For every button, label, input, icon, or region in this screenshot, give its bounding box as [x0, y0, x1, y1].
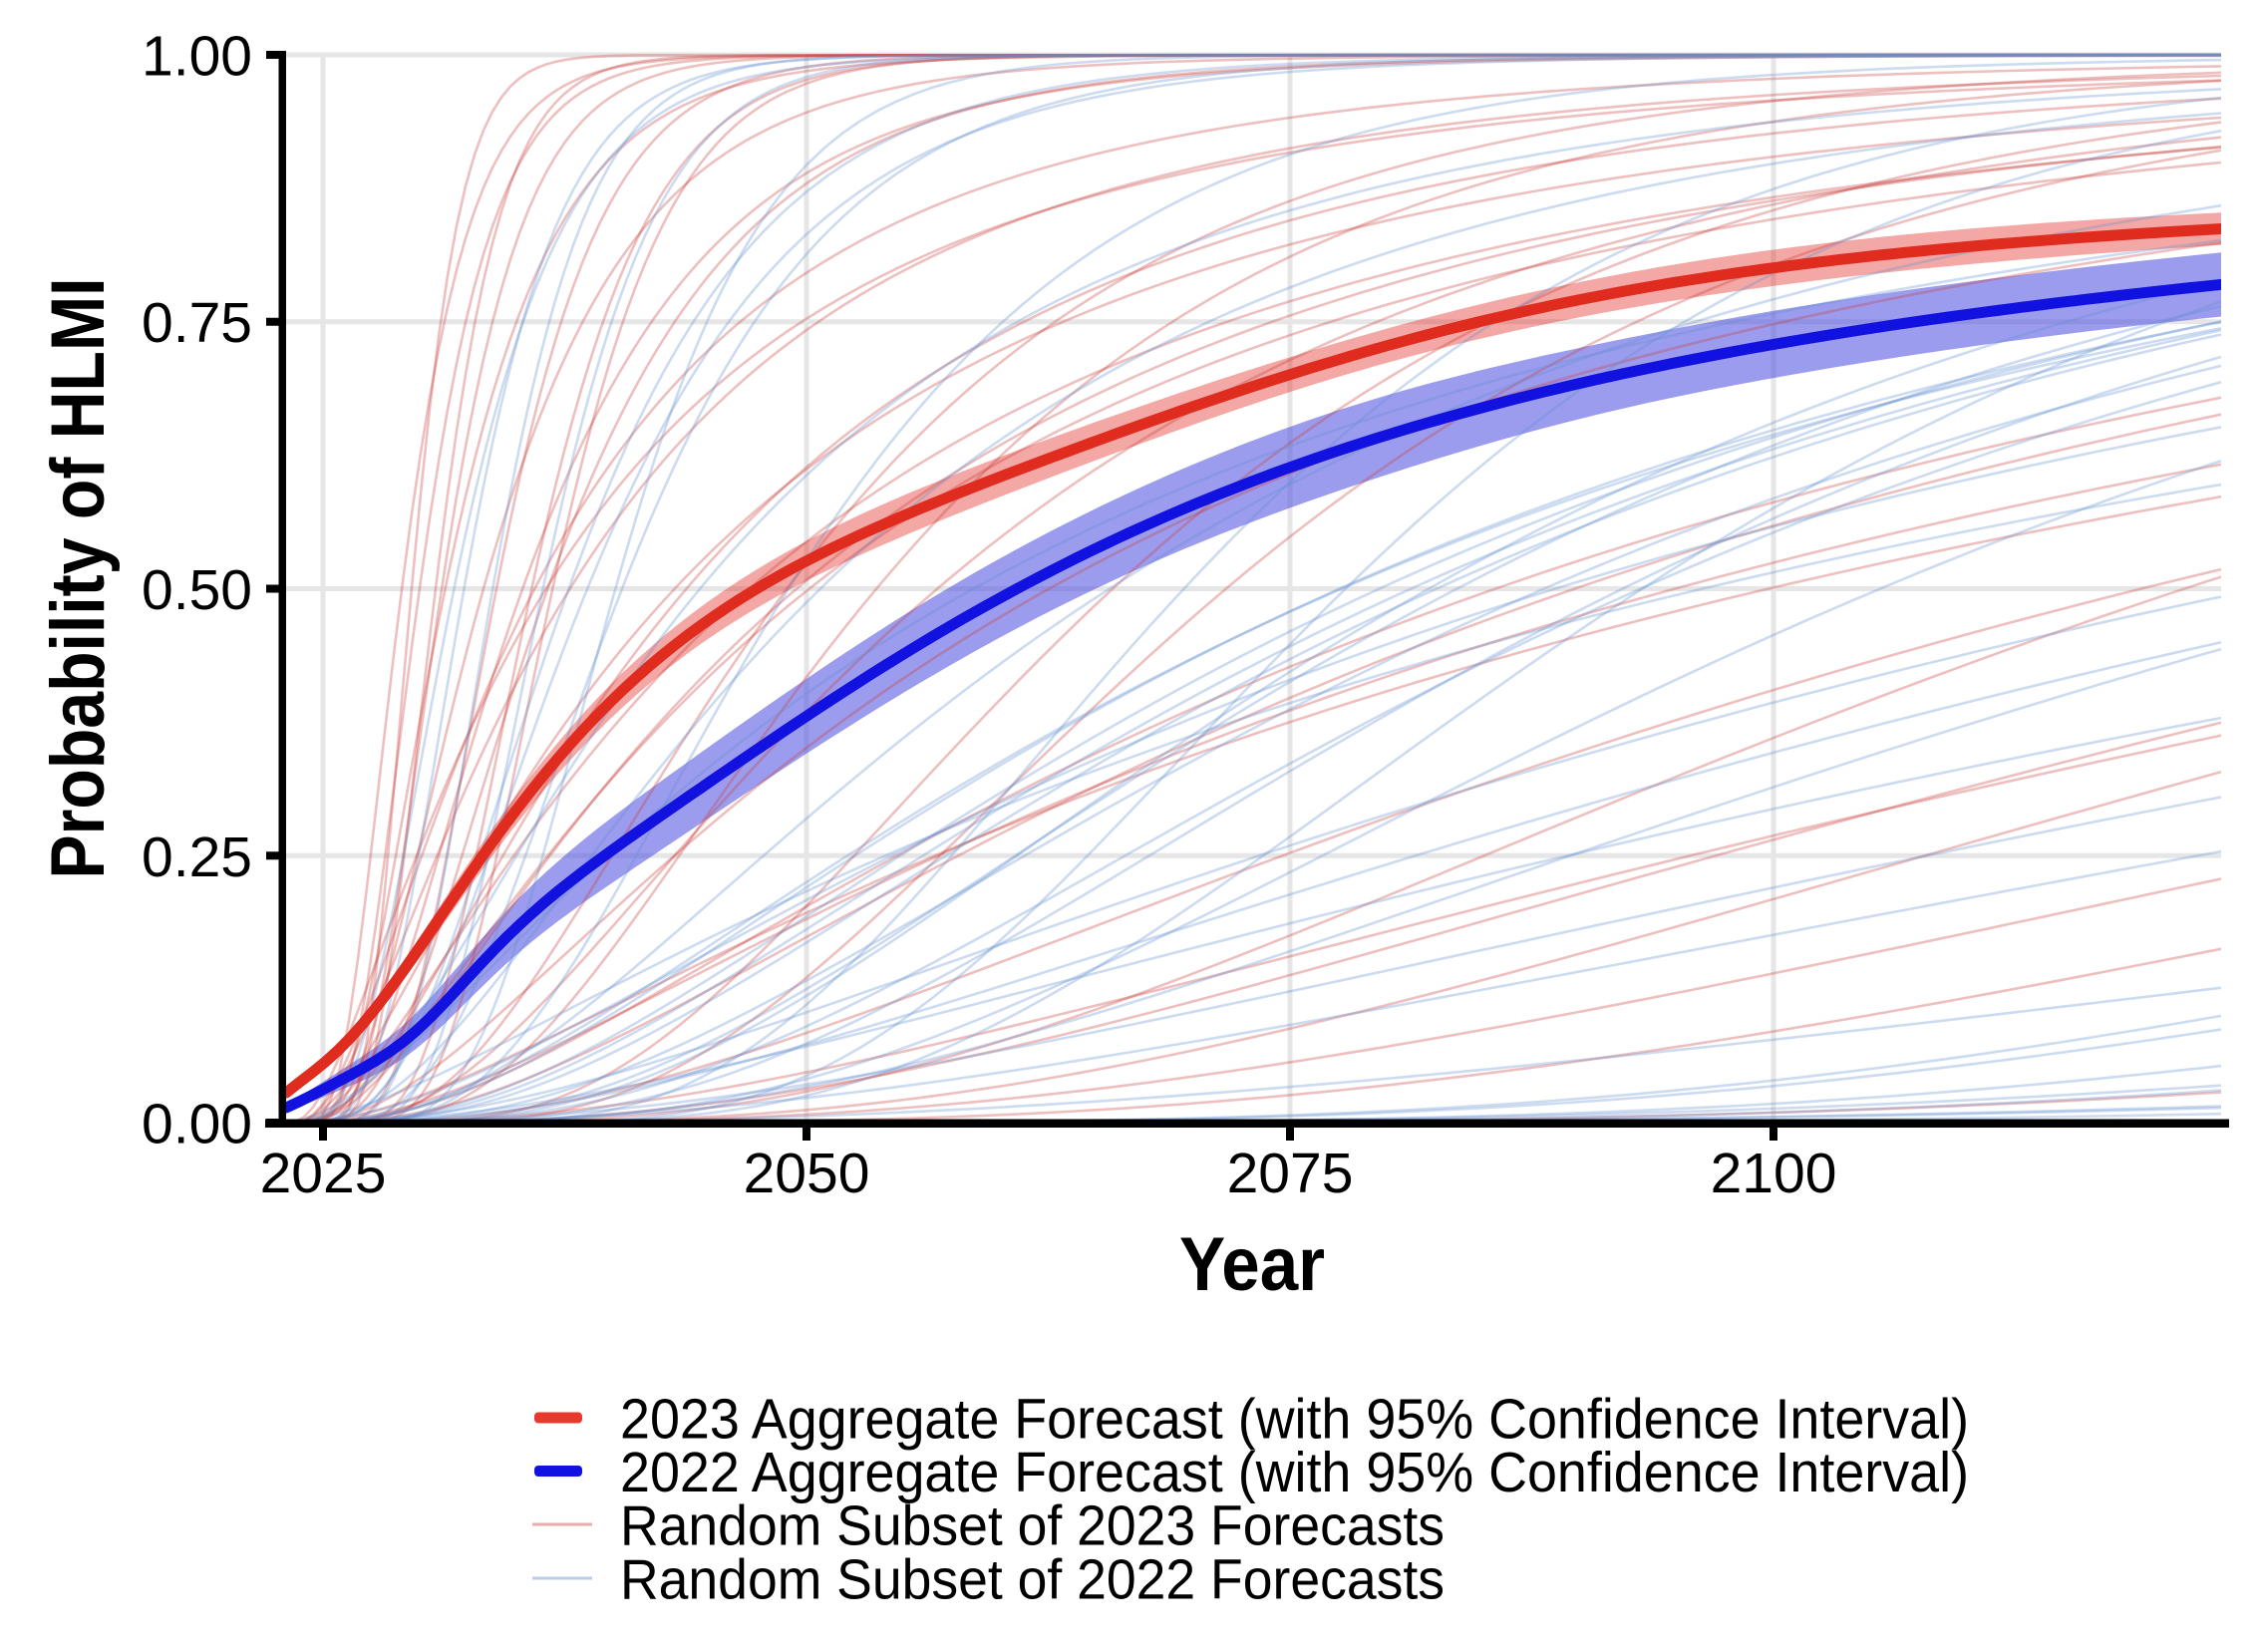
svg-text:1.00: 1.00 — [142, 25, 252, 89]
svg-text:Random Subset of 2022 Forecast: Random Subset of 2022 Forecasts — [620, 1548, 1445, 1612]
svg-text:0.50: 0.50 — [142, 558, 252, 622]
svg-text:0.00: 0.00 — [142, 1093, 252, 1156]
svg-text:0.25: 0.25 — [142, 826, 252, 889]
svg-text:2050: 2050 — [744, 1142, 870, 1205]
svg-text:Year: Year — [1179, 1222, 1325, 1307]
svg-text:2100: 2100 — [1711, 1142, 1837, 1205]
svg-text:2022 Aggregate Forecast (with: 2022 Aggregate Forecast (with 95% Confid… — [620, 1441, 1969, 1504]
svg-text:0.75: 0.75 — [142, 291, 252, 355]
svg-text:2023 Aggregate Forecast (with: 2023 Aggregate Forecast (with 95% Confid… — [620, 1388, 1969, 1452]
svg-text:Probability of HLMI: Probability of HLMI — [36, 278, 121, 879]
svg-text:2075: 2075 — [1227, 1142, 1354, 1205]
svg-text:2025: 2025 — [260, 1142, 387, 1205]
svg-text:Random Subset of 2023 Forecast: Random Subset of 2023 Forecasts — [620, 1494, 1445, 1558]
